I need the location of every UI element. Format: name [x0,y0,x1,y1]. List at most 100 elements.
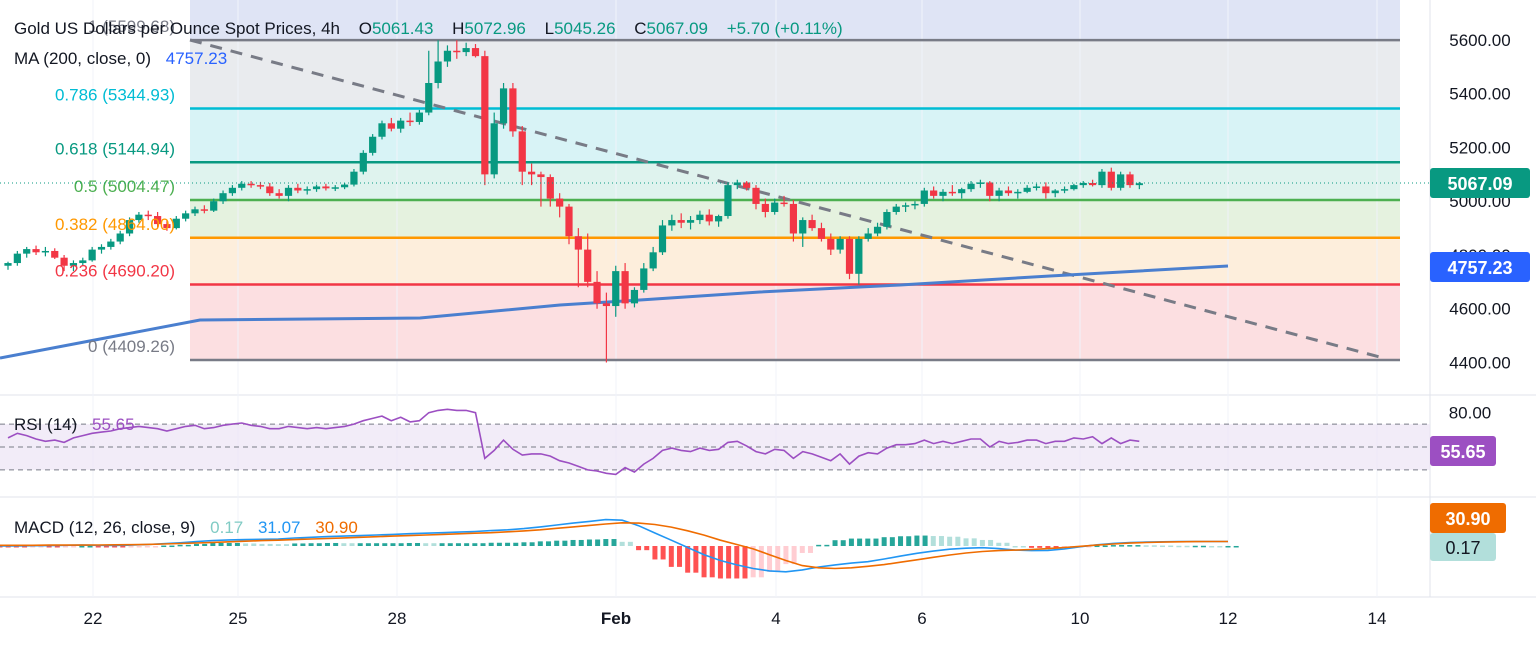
macd-hist-bar [1176,545,1182,548]
fib-band [190,237,1400,285]
macd-hist-bar [324,542,330,546]
macd-hist-bar [1110,545,1116,547]
macd-hist-bar [472,543,478,546]
close-value: 5067.09 [647,19,708,38]
macd-hist-bar [570,539,576,546]
candle-body [1023,187,1031,192]
price-tick-label: 5600.00 [1449,31,1510,50]
macd-hist-bar [636,546,642,551]
candle-body [191,209,199,214]
macd-hist-bar [1004,542,1010,546]
candle-body [677,220,685,223]
macd-hist-bar [660,546,666,560]
candle-body [471,48,480,57]
macd-hist-bar [382,543,388,546]
open-value: 5061.43 [372,19,433,38]
candle-body [1079,182,1087,186]
candle-body [1051,190,1059,194]
candle-body [182,213,190,219]
macd-hist-bar [128,546,134,548]
macd-hist-bar [1143,545,1149,547]
macd-hist-bar [95,546,101,548]
x-tick-label: 10 [1071,609,1090,628]
fib-label: 0.618 (5144.94) [55,139,175,158]
high-value: 5072.96 [464,19,525,38]
macd-hist-bar [750,546,756,578]
macd-hist-bar [979,539,985,546]
macd-hist-bar [709,546,715,578]
candle-body [303,189,311,191]
macd-hist-bar [79,546,85,548]
candle-body [658,225,667,253]
macd-hist-bar [799,546,805,553]
candle-body [761,203,769,212]
candle-body [359,152,367,172]
candle-body [1098,171,1106,186]
candle-body [845,238,854,274]
candle-body [331,187,339,189]
candle-body [630,289,639,304]
header-row: Gold US Dollars per Ounce Spot Prices, 4… [14,19,843,38]
macd-hist-bar [1192,545,1198,548]
candle-body [752,187,760,204]
macd-hist-bar [308,543,314,546]
candle-body [88,249,96,261]
chart-title: Gold US Dollars per Ounce Spot Prices, 4… [14,19,340,38]
macd-hist-bar [603,539,609,546]
candle-body [107,241,115,247]
candle-body [1060,189,1069,191]
candle-body [920,190,928,204]
close-label: C [634,19,646,38]
macd-hist-bar [546,541,552,546]
macd-hist-bar [717,546,723,579]
candle-body [32,249,40,253]
candle-body [378,123,386,137]
rsi-price-tag: 55.65 [1430,436,1496,466]
candle-body [369,136,377,153]
macd-hist-bar [1200,545,1206,548]
fib-label: 0.236 (4690.20) [55,262,175,281]
macd-hist-bar [1094,545,1100,548]
macd-hist-bar [775,546,781,572]
macd-hist-bar [71,546,77,548]
macd-hist-bar [1012,546,1018,548]
macd-hist-bar [586,539,592,546]
candle-body [892,206,900,212]
x-tick-label: 25 [229,609,248,628]
candle-body [51,250,59,258]
candle-body [210,201,218,211]
candle-body [1004,190,1013,194]
macd-hist-bar [996,542,1002,546]
close-price-tag: 5067.09 [1430,168,1530,198]
macd-hist-bar [840,540,846,546]
svg-text:5067.09: 5067.09 [1447,174,1512,194]
macd-hist-bar [136,546,142,548]
price-tick-label: 5400.00 [1449,85,1510,104]
candle-body [1135,183,1143,186]
macd-hist-bar [889,537,895,546]
candle-body [41,250,49,253]
candle-body [556,198,564,207]
macd-hist-bar [316,543,322,546]
macd-hist-bar [1037,546,1043,548]
macd-hist-bar [423,543,429,546]
candle-body [593,281,601,304]
candles-group[interactable] [4,40,1143,363]
candle-body [443,50,452,62]
macd-hist-bar [185,544,191,547]
macd-hist-bar [357,543,363,546]
macd-hist-bar [693,546,699,573]
macd-hist-bar [488,542,494,546]
fib-band [190,284,1400,360]
macd-hist-bar [480,543,486,546]
trend-line [189,38,1381,359]
macd-hist-bar [341,543,347,546]
candle-body [1042,186,1050,194]
candle-body [686,220,695,223]
candle-body [200,209,208,211]
x-tick-label: 14 [1368,609,1387,628]
macd-hist-bar [1217,545,1223,548]
macd-hist-bar [177,544,183,547]
macd-hist-bar [120,546,126,548]
